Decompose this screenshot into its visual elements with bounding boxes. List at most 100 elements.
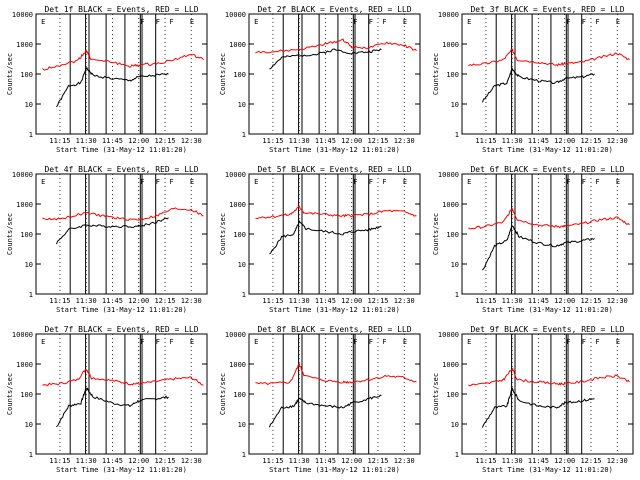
- chart-title: Det 3f BLACK = Events, RED = LLD: [470, 5, 624, 14]
- flag-letter: F: [156, 178, 160, 186]
- y-axis-label: Counts/sec: [6, 53, 14, 95]
- x-tick-label: 12:15: [367, 457, 388, 465]
- flag-letter: E: [616, 338, 620, 346]
- flag-letter: F: [169, 178, 173, 186]
- flag-letter: F: [595, 338, 599, 346]
- chart-title: Det 8f BLACK = Events, RED = LLD: [257, 325, 411, 334]
- x-tick-label: 11:30: [502, 137, 523, 145]
- y-tick-label: 1: [242, 131, 246, 139]
- y-tick-label: 10: [238, 101, 246, 109]
- x-tick-label: 12:30: [181, 457, 202, 465]
- events-series-line: [268, 394, 382, 428]
- x-tick-label: 11:45: [315, 137, 336, 145]
- chart-title: Det 1f BLACK = Events, RED = LLD: [44, 5, 198, 14]
- flag-letter: F: [382, 338, 386, 346]
- flag-letter: F: [566, 18, 570, 26]
- flag-letter: E: [467, 18, 471, 26]
- x-tick-label: 11:30: [289, 297, 310, 305]
- x-axis-label: Start Time (31-May-12 11:01:20): [56, 146, 187, 154]
- x-tick-label: 11:15: [475, 297, 496, 305]
- x-tick-label: 12:15: [367, 137, 388, 145]
- y-tick-label: 10: [451, 421, 459, 429]
- flag-letter: F: [169, 18, 173, 26]
- x-tick-label: 11:15: [49, 457, 70, 465]
- x-tick-label: 11:15: [49, 297, 70, 305]
- x-tick-label: 11:15: [49, 137, 70, 145]
- y-tick-label: 10: [451, 261, 459, 269]
- chart-panel: E F F F E 1 10 100 1000 10000 11:15 11:30 11:45 12:00…: [219, 5, 421, 154]
- x-tick-label: 11:30: [502, 297, 523, 305]
- y-tick-label: 10: [451, 101, 459, 109]
- chart-panel: E F F F E 1 10 100 1000 10000 11:15 11:30 11:45 12:00…: [219, 165, 421, 314]
- y-axis-label: Counts/sec: [219, 53, 227, 95]
- chart-title: Det 5f BLACK = Events, RED = LLD: [257, 165, 411, 174]
- x-tick-label: 12:00: [341, 137, 362, 145]
- events-series-line: [269, 48, 382, 70]
- chart-panel: E F F F E 1 10 100 1000 10000 11:15 11:30 11:45 12:00…: [432, 5, 634, 154]
- flag-letter: F: [382, 178, 386, 186]
- lld-series-line: [255, 38, 417, 54]
- y-tick-label: 10000: [12, 331, 33, 339]
- y-tick-label: 10: [25, 101, 33, 109]
- x-tick-label: 11:15: [475, 137, 496, 145]
- y-tick-label: 100: [446, 391, 459, 399]
- plot-frame: [35, 13, 208, 135]
- flag-letter: F: [582, 178, 586, 186]
- x-tick-label: 12:30: [181, 297, 202, 305]
- x-tick-label: 12:30: [394, 457, 415, 465]
- flag-letter: F: [353, 338, 357, 346]
- flag-letter: F: [369, 18, 373, 26]
- flag-letter: F: [582, 338, 586, 346]
- flag-letter: E: [41, 178, 45, 186]
- x-tick-label: 12:00: [128, 297, 149, 305]
- x-tick-label: 11:15: [262, 457, 283, 465]
- x-tick-label: 12:00: [128, 457, 149, 465]
- y-tick-label: 1: [242, 291, 246, 299]
- y-tick-label: 10000: [225, 331, 246, 339]
- y-tick-label: 10: [25, 261, 33, 269]
- flag-letter: E: [467, 178, 471, 186]
- chart-title: Det 6f BLACK = Events, RED = LLD: [470, 165, 624, 174]
- x-axis-label: Start Time (31-May-12 11:01:20): [269, 306, 400, 314]
- lld-series-line: [468, 207, 630, 230]
- y-tick-label: 1: [455, 131, 459, 139]
- x-tick-label: 12:15: [580, 137, 601, 145]
- x-tick-label: 12:00: [341, 457, 362, 465]
- x-tick-label: 12:15: [580, 457, 601, 465]
- lld-series-line: [42, 49, 204, 71]
- y-tick-label: 1: [455, 451, 459, 459]
- x-tick-label: 12:15: [580, 297, 601, 305]
- lld-series-line: [468, 367, 630, 387]
- y-tick-label: 1000: [442, 361, 459, 369]
- flag-letter: F: [566, 338, 570, 346]
- x-axis-label: Start Time (31-May-12 11:01:20): [482, 306, 613, 314]
- y-tick-label: 1: [455, 291, 459, 299]
- y-tick-label: 10000: [438, 11, 459, 19]
- y-axis-label: Counts/sec: [432, 373, 440, 415]
- flag-letter: E: [254, 18, 258, 26]
- y-tick-label: 10000: [225, 171, 246, 179]
- x-tick-label: 11:30: [289, 137, 310, 145]
- flag-letter: E: [616, 178, 620, 186]
- flag-letter: F: [169, 338, 173, 346]
- x-tick-label: 11:15: [262, 297, 283, 305]
- y-tick-label: 1000: [229, 41, 246, 49]
- x-tick-label: 12:00: [554, 297, 575, 305]
- y-axis-label: Counts/sec: [219, 373, 227, 415]
- chart-panel: E F F F E 1 10 100 1000 10000 11:15 11:30 11:45 12:00…: [6, 165, 208, 314]
- x-tick-label: 11:45: [102, 137, 123, 145]
- plot-frame: [35, 333, 208, 455]
- x-tick-label: 12:30: [181, 137, 202, 145]
- y-tick-label: 100: [20, 71, 33, 79]
- x-tick-label: 11:30: [502, 457, 523, 465]
- y-tick-label: 100: [233, 231, 246, 239]
- chart-title: Det 9f BLACK = Events, RED = LLD: [470, 325, 624, 334]
- y-tick-label: 10000: [12, 171, 33, 179]
- chart-panel: E F F F E 1 10 100 1000 10000 11:15 11:30 11:45 12:00…: [219, 325, 421, 474]
- flag-letter: E: [467, 338, 471, 346]
- y-tick-label: 100: [20, 391, 33, 399]
- events-series-line: [481, 67, 595, 103]
- chart-panel: E F F F E 1 10 100 1000 10000 11:15 11:30 11:45 12:00…: [432, 325, 634, 474]
- flag-letter: F: [595, 18, 599, 26]
- flag-letter: E: [190, 338, 194, 346]
